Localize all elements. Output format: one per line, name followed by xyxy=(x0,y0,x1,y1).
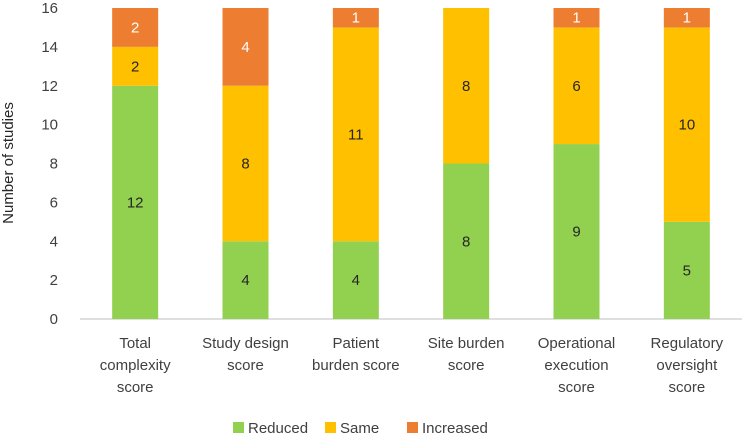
category-label: Total complexity score xyxy=(100,335,171,396)
data-label-increased: 1 xyxy=(572,10,580,27)
data-label-increased: 4 xyxy=(241,39,249,56)
y-axis-label: Number of studies xyxy=(0,102,17,224)
bar-segment-same xyxy=(332,27,379,242)
category-labels: Total complexity score Study design score Pat… xyxy=(100,335,724,396)
data-label-same: 2 xyxy=(131,58,139,75)
y-tick-label: 12 xyxy=(41,78,58,95)
data-label-same: 8 xyxy=(462,78,470,95)
bar-segment-increased xyxy=(112,8,159,47)
legend-label-increased: Increased xyxy=(422,420,488,437)
y-tick-label: 14 xyxy=(41,39,58,56)
y-tick-label: 0 xyxy=(50,311,58,328)
data-label-reduced: 4 xyxy=(241,272,249,289)
y-tick-label: 10 xyxy=(41,117,58,134)
bar-segment-increased xyxy=(663,8,710,28)
data-label-reduced: 8 xyxy=(462,233,470,250)
bar-segment-same xyxy=(553,27,600,145)
legend-swatch-same xyxy=(325,422,336,433)
legend-label-same: Same xyxy=(340,420,379,437)
legend-swatch-increased xyxy=(407,422,418,433)
bar-segment-increased xyxy=(332,8,379,28)
data-label-reduced: 9 xyxy=(572,224,580,241)
data-label-increased: 1 xyxy=(352,10,360,27)
bar-segment-increased xyxy=(222,8,269,86)
bar-segment-reduced xyxy=(332,241,379,319)
y-tick-label: 16 xyxy=(41,0,58,17)
data-label-same: 11 xyxy=(348,126,364,143)
y-tick-label: 6 xyxy=(50,194,58,211)
bar-segment-same xyxy=(222,85,269,242)
bar-segment-reduced xyxy=(112,85,159,319)
bar-segment-increased xyxy=(553,8,600,28)
legend-swatch-reduced xyxy=(233,422,244,433)
legend-label-reduced: Reduced xyxy=(248,420,308,437)
data-label-reduced: 12 xyxy=(127,194,144,211)
bar-segment-reduced xyxy=(553,144,600,319)
category-label: Site burden score xyxy=(428,335,505,374)
data-label-same: 10 xyxy=(678,117,695,134)
bar-segment-same xyxy=(443,8,490,164)
legend: Reduced Same Increased xyxy=(233,420,488,437)
category-label: Regulatory oversight score xyxy=(651,335,724,396)
bar-segment-same xyxy=(112,46,159,86)
bar-segment-reduced xyxy=(443,163,490,319)
y-axis-ticks: 0 2 4 6 8 10 12 14 16 xyxy=(41,0,58,328)
category-label: Operational execution score xyxy=(538,335,616,396)
data-label-increased: 2 xyxy=(131,19,139,36)
data-label-increased: 1 xyxy=(683,10,691,27)
y-tick-label: 2 xyxy=(50,272,58,289)
data-label-reduced: 5 xyxy=(683,262,691,279)
bar-segment-reduced xyxy=(663,221,710,319)
category-label: Patient burden score xyxy=(312,335,400,374)
category-label: Study design score xyxy=(202,335,289,374)
y-tick-label: 8 xyxy=(50,156,58,173)
y-tick-label: 4 xyxy=(50,233,58,250)
data-label-reduced: 4 xyxy=(352,272,360,289)
data-label-same: 6 xyxy=(572,78,580,95)
bar-segment-same xyxy=(663,27,710,222)
data-label-same: 8 xyxy=(241,156,249,173)
bar-segment-reduced xyxy=(222,241,269,319)
